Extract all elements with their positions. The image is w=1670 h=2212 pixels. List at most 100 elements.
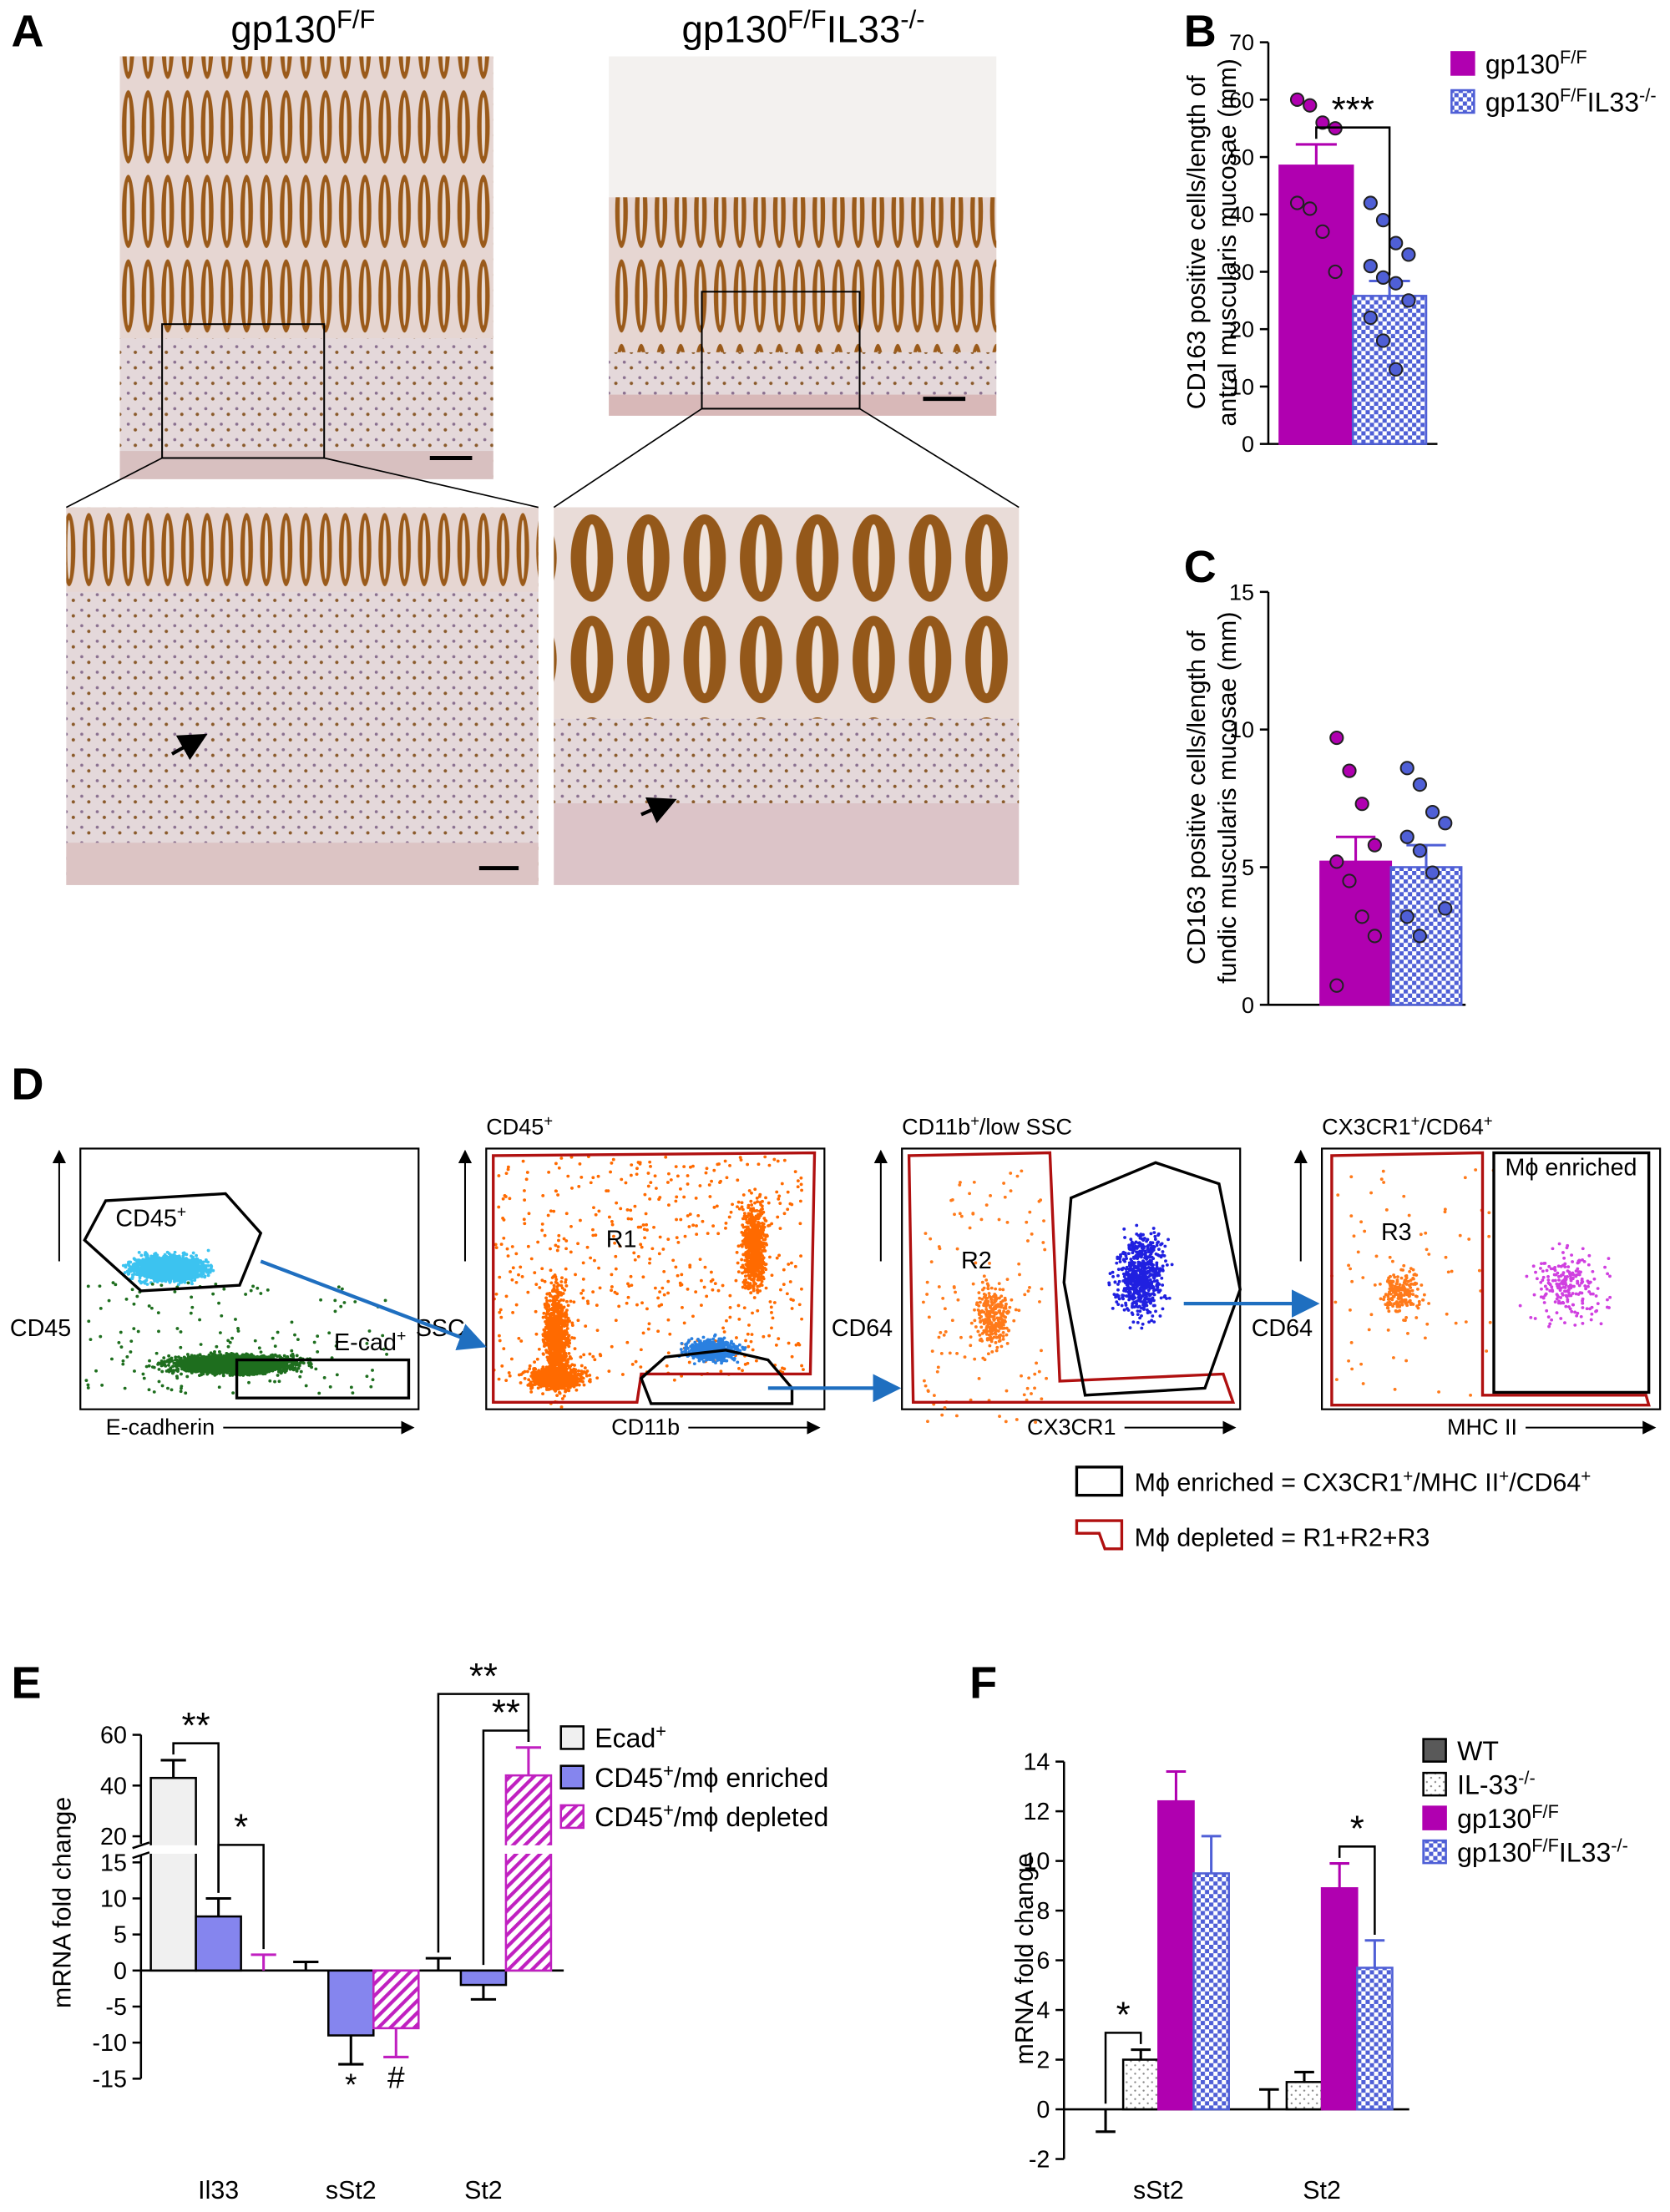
gate-label: E-cad+: [334, 1327, 406, 1356]
gate-label: CD45+: [115, 1202, 186, 1232]
error-bar: [383, 2027, 409, 2058]
text-part: gp130: [1457, 1804, 1531, 1834]
data-point: [1438, 816, 1453, 831]
text-part: IL33: [827, 8, 901, 51]
plot-title: CX3CR1+/CD64+: [1322, 1111, 1493, 1140]
superscript: +: [663, 1799, 674, 1820]
legend-swatch: [1422, 1805, 1447, 1830]
superscript: F/F: [337, 4, 375, 33]
error-bar: [1335, 835, 1376, 862]
data-point: [1389, 235, 1404, 251]
legend-swatch: [559, 1725, 585, 1750]
data-point: [1354, 909, 1369, 924]
y-tick-label: 14: [1023, 1749, 1050, 1776]
superscript: +: [1403, 1466, 1413, 1486]
data-point: [1363, 195, 1378, 210]
axis-label: CD45: [10, 1315, 71, 1342]
error-bar: [1294, 2070, 1314, 2083]
cytometry-events: [492, 1155, 805, 1382]
bar: [1356, 1967, 1394, 2111]
cytometry-events: [517, 1362, 592, 1395]
legend-label: gp130F/F: [1485, 46, 1587, 79]
text-part: /low SSC: [979, 1115, 1072, 1140]
text-part: IL33: [1559, 1837, 1611, 1867]
significance-bracket: [437, 1693, 530, 1953]
cytometry-events: [541, 1268, 576, 1409]
micrographs: [65, 56, 1020, 885]
plot-frame: [79, 1147, 420, 1410]
data-point: [1363, 259, 1378, 274]
data-point: [1289, 195, 1305, 210]
significance-label: *: [1116, 1995, 1131, 2036]
significance-label: ***: [1332, 89, 1374, 130]
y-tick-label: 0: [1242, 993, 1254, 1018]
text-part: /MHC II: [1413, 1470, 1499, 1497]
x-tick-label: sSt2: [1133, 2177, 1184, 2204]
plot-title: CD11b+/low SSC: [902, 1111, 1072, 1140]
cytometry-events: [921, 1169, 1049, 1425]
x-tick-label: St2: [464, 2177, 503, 2204]
y-axis-label: CD163 positive cells/length of: [1183, 630, 1211, 965]
data-point: [1303, 98, 1318, 113]
error-bar: [338, 2035, 364, 2066]
cytometry-events: [1518, 1242, 1612, 1329]
significance-label: **: [492, 1693, 520, 1734]
panel-label: B: [1184, 7, 1217, 57]
error-bar: [160, 1759, 186, 1779]
y-tick-label: 60: [1229, 88, 1254, 113]
data-point: [1342, 873, 1357, 888]
superscript: F/F: [1560, 84, 1587, 105]
cytometry-events: [1373, 1263, 1431, 1323]
data-point: [1389, 362, 1404, 377]
legend-label: WT: [1457, 1736, 1499, 1766]
y-tick-label: 10: [100, 1886, 127, 1913]
y-tick-label: -2: [1029, 2147, 1050, 2174]
cytometry-events: [1330, 1168, 1495, 1397]
error-bar: [1201, 1835, 1222, 1874]
bar: [327, 1969, 375, 2037]
superscript: -/-: [1611, 1835, 1628, 1855]
significance-bracket: [217, 1844, 265, 1950]
gate: [492, 1151, 817, 1404]
legend-swatch: [1422, 1738, 1447, 1763]
superscript: +: [544, 1111, 553, 1129]
legend-label: CD45+/mϕ enriched: [595, 1759, 828, 1793]
gate: [235, 1358, 411, 1400]
y-tick-label: 0: [114, 1958, 127, 1985]
y-tick-label: -10: [92, 2030, 126, 2057]
bar: [1192, 1872, 1230, 2111]
bar: [1285, 2081, 1323, 2111]
superscript: +: [397, 1327, 406, 1345]
data-point: [1363, 310, 1378, 326]
data-point: [1342, 763, 1357, 778]
superscript: +: [1581, 1466, 1591, 1486]
significance-label: #: [387, 2060, 405, 2095]
significance-label: *: [1350, 1809, 1364, 1850]
error-bar: [293, 1960, 319, 1971]
legend-swatch: [1075, 1519, 1124, 1551]
text-part: IL-33: [1457, 1769, 1518, 1799]
axis-label: E-cadherin: [106, 1415, 215, 1440]
y-tick-label: 40: [1229, 202, 1254, 227]
y-tick-label: 20: [1229, 317, 1254, 342]
error-bar: [1364, 1939, 1385, 1968]
error-bar: [250, 1953, 276, 1971]
text-part: CD45: [115, 1205, 176, 1232]
legend-swatch: [559, 1764, 585, 1789]
superscript: +: [177, 1202, 186, 1221]
bar: [149, 1776, 197, 1972]
gate: [639, 1349, 794, 1405]
data-point: [1329, 730, 1344, 746]
text-part: CD45: [595, 1763, 663, 1793]
y-tick-label: 15: [1229, 580, 1254, 605]
data-point: [1315, 115, 1330, 130]
significance-bracket: [1315, 126, 1391, 276]
error-bar: [470, 1985, 497, 2001]
text-part: CX3CR1: [1322, 1115, 1411, 1140]
error-bar: [1131, 2048, 1151, 2060]
legend-label: gp130F/FIL33-/-: [1457, 1835, 1628, 1868]
data-point: [1425, 865, 1440, 880]
y-tick-label: 40: [100, 1773, 127, 1799]
superscript: -/-: [900, 4, 924, 33]
text-part: CD45: [595, 1802, 663, 1832]
